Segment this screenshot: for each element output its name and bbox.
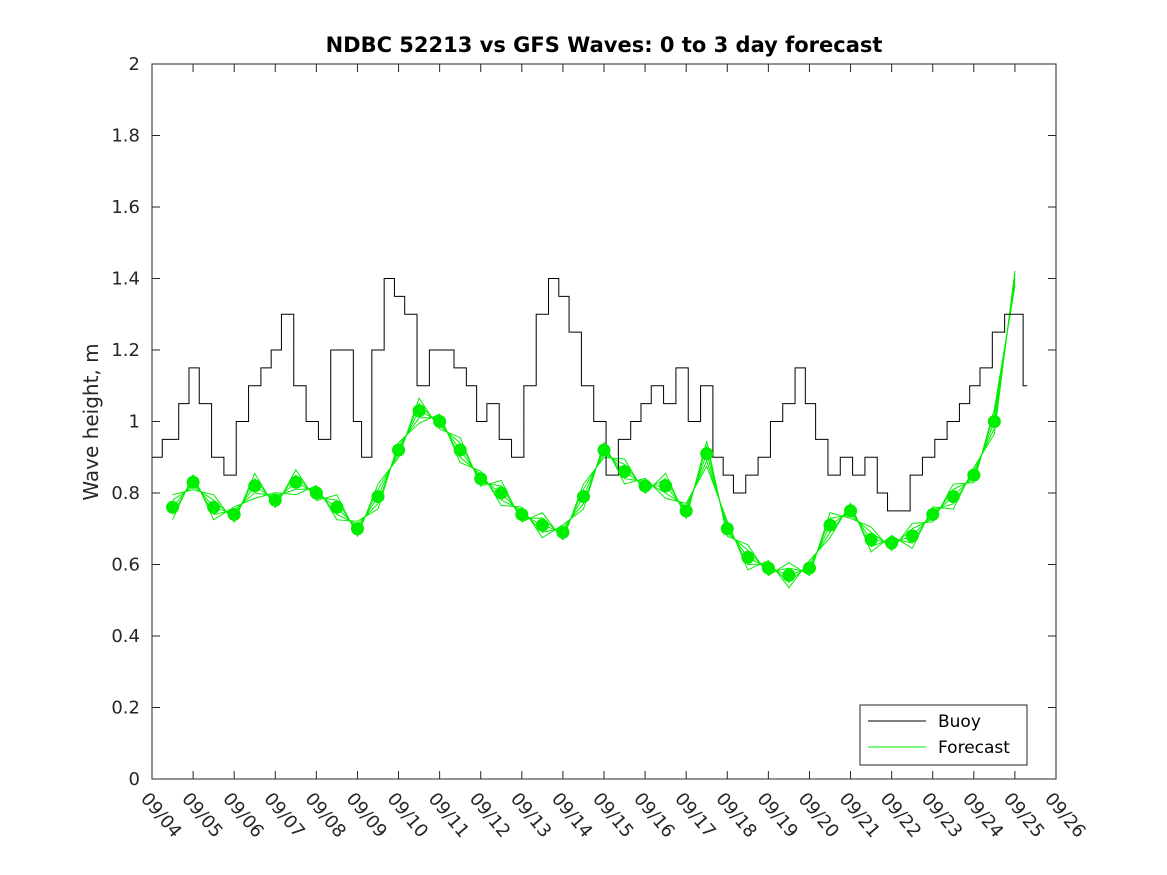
- forecast-point: [309, 486, 323, 500]
- legend-box: [859, 704, 1028, 766]
- legend-buoy-label: Buoy: [938, 712, 981, 732]
- forecast-point: [248, 479, 262, 493]
- forecast-point: [268, 493, 282, 507]
- legend: Buoy Forecast: [859, 704, 1028, 766]
- y-tick-label: 1.6: [111, 197, 140, 218]
- forecast-point: [474, 472, 488, 486]
- forecast-point: [926, 507, 940, 521]
- axes-box: [151, 63, 1057, 780]
- buoy-line: [152, 278, 1028, 512]
- y-tick-label: 0.4: [111, 626, 140, 647]
- forecast-point: [987, 415, 1001, 428]
- forecast-point: [700, 447, 714, 461]
- forecast-point: [453, 443, 467, 457]
- legend-forecast-label: Forecast: [938, 738, 1010, 758]
- forecast-point: [494, 486, 508, 500]
- forecast-point: [844, 504, 858, 518]
- forecast-point: [679, 504, 693, 518]
- y-axis-label: Wave height, m: [79, 343, 103, 500]
- y-tick-label: 1.4: [111, 269, 140, 290]
- forecast-point: [618, 465, 632, 479]
- forecast-point: [576, 490, 590, 504]
- forecast-point: [946, 490, 960, 504]
- forecast-point: [186, 475, 200, 489]
- forecast-point: [802, 561, 816, 575]
- forecast-point: [823, 518, 837, 532]
- buoy-trace: [152, 278, 1028, 512]
- y-tick-label: 2: [129, 54, 140, 75]
- y-tick-label: 1.2: [111, 340, 140, 361]
- forecast-point: [207, 500, 221, 514]
- forecast-point: [782, 568, 796, 582]
- forecast-point: [720, 522, 734, 536]
- y-tick-label: 0.2: [111, 698, 140, 719]
- forecast-point: [638, 479, 652, 493]
- forecast-line: [172, 270, 1016, 589]
- forecast-point: [905, 529, 919, 543]
- y-tick-label: 0: [129, 769, 140, 790]
- chart-title: NDBC 52213 vs GFS Waves: 0 to 3 day fore…: [326, 33, 883, 57]
- forecast-markers: [166, 404, 1001, 582]
- forecast-point: [659, 479, 673, 493]
- y-tick-label: 0.6: [111, 555, 140, 576]
- forecast-point: [556, 525, 570, 539]
- forecast-point: [433, 415, 447, 428]
- forecast-point: [761, 561, 775, 575]
- forecast-point: [885, 536, 899, 550]
- forecast-point: [597, 443, 611, 457]
- forecast-point: [166, 500, 180, 514]
- forecast-point: [515, 507, 529, 521]
- y-tick-label: 1.8: [111, 126, 140, 147]
- forecast-point: [371, 490, 385, 504]
- forecast-point: [289, 475, 303, 489]
- y-axis: 0 0.2 0.4 0.6 0.8 1 1.2 1.4 1.6 1.8 2: [111, 54, 1056, 790]
- forecast-point: [412, 404, 426, 418]
- y-tick-label: 1: [129, 412, 140, 433]
- y-tick-label: 0.8: [111, 483, 140, 504]
- forecast-point: [350, 522, 364, 536]
- forecast-point: [227, 507, 241, 521]
- forecast-point: [330, 500, 344, 514]
- forecast-point: [967, 468, 981, 482]
- forecast-point: [392, 443, 406, 457]
- forecast-point: [535, 518, 549, 532]
- forecast-point: [741, 550, 755, 564]
- forecast-point: [864, 532, 878, 546]
